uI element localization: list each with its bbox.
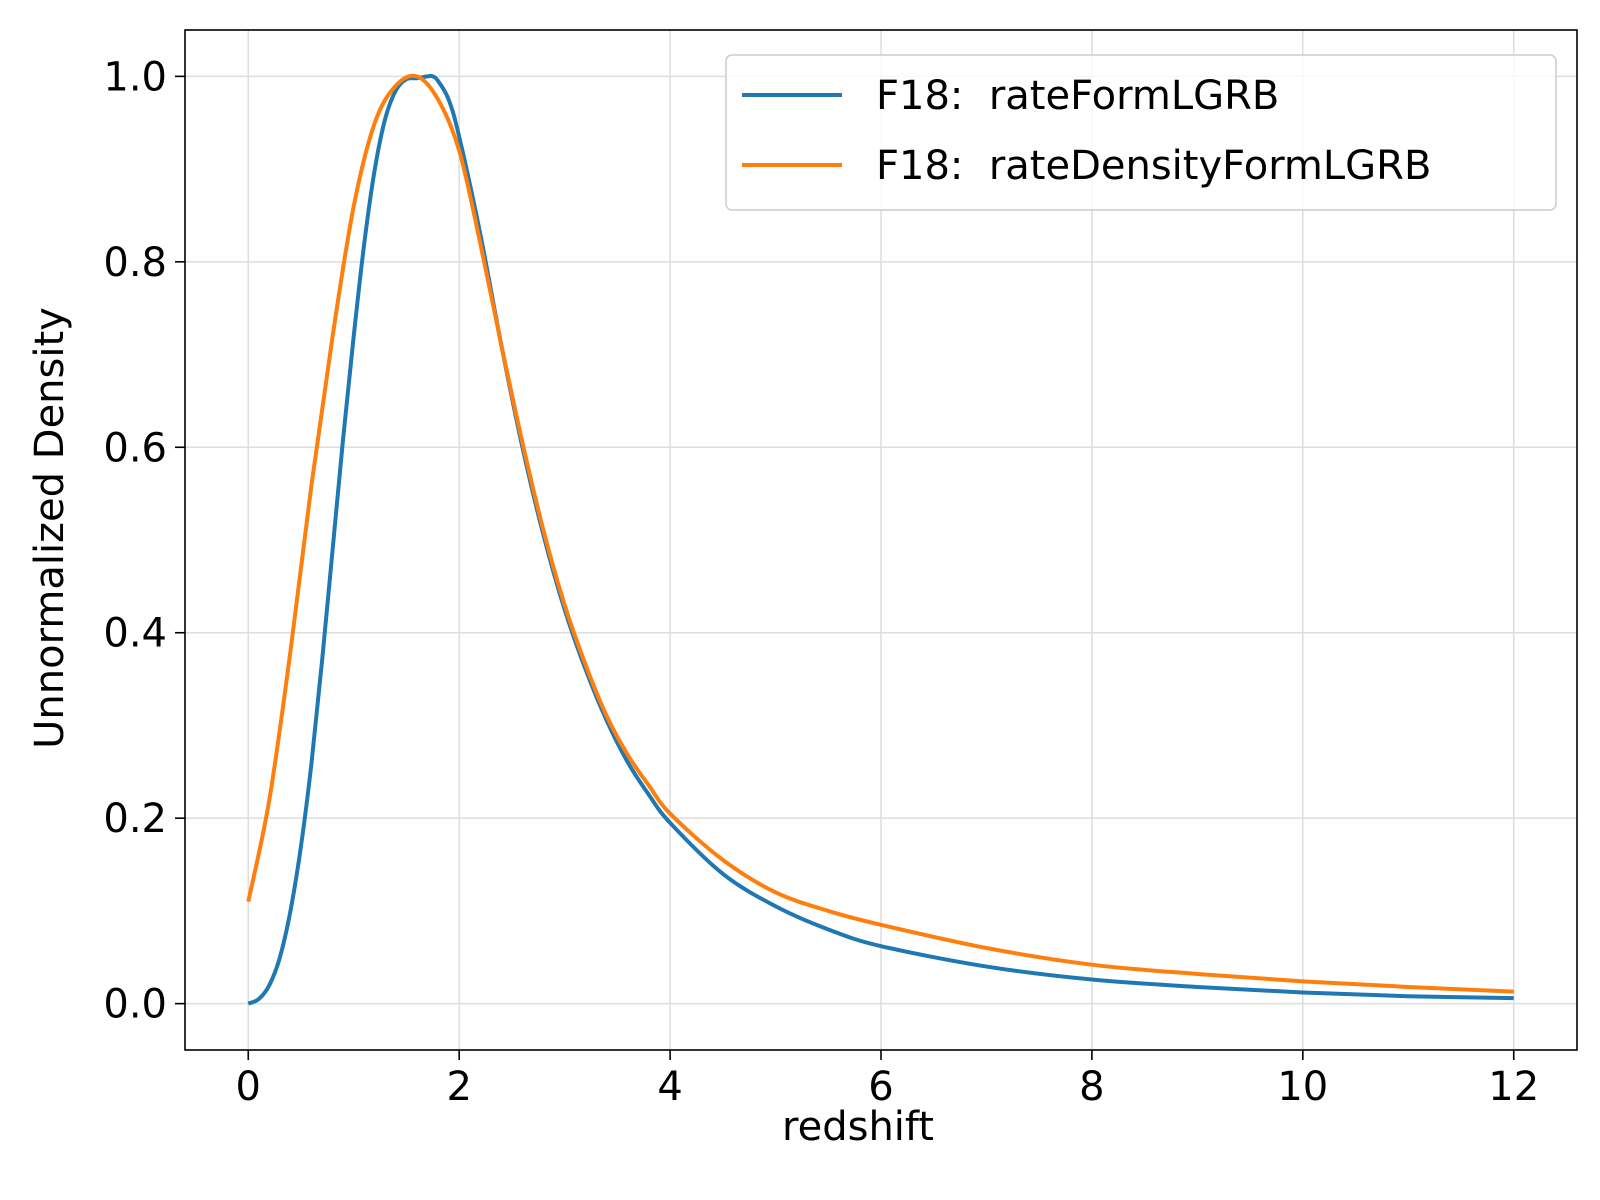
y-tick-label: 0.0 xyxy=(103,982,167,1028)
y-tick-label: 0.6 xyxy=(103,425,167,471)
series-line-F18-rateDensityFormLGRB xyxy=(246,73,1514,994)
legend-label-rateDensityFormLGRB: F18: rateDensityFormLGRB xyxy=(876,143,1431,189)
x-tick-label: 10 xyxy=(1277,1064,1328,1110)
x-tick-label: 4 xyxy=(657,1064,682,1110)
x-tick-label: 2 xyxy=(446,1064,471,1110)
y-tick-label: 0.4 xyxy=(103,611,167,657)
series-layer xyxy=(246,73,1514,1006)
x-tick-label: 12 xyxy=(1488,1064,1539,1110)
legend-box xyxy=(725,54,1557,211)
series-line-F18-rateFormLGRB xyxy=(247,73,1514,1006)
y-tick-label: 0.8 xyxy=(103,240,167,286)
x-axis-label: redshift xyxy=(782,1104,934,1150)
y-tick-label: 1.0 xyxy=(103,54,167,100)
ticks xyxy=(175,75,1515,1060)
tick-labels: 0 2 4 6 8 10 12 0.0 0.2 0.4 0.6 0.8 1.0 xyxy=(103,54,1539,1110)
y-tick-label: 0.2 xyxy=(103,796,167,842)
x-tick-label: 8 xyxy=(1079,1064,1104,1110)
legend: F18: rateFormLGRB F18: rateDensityFormLG… xyxy=(725,54,1557,211)
legend-label-rateFormLGRB: F18: rateFormLGRB xyxy=(876,73,1279,119)
x-tick-label: 0 xyxy=(236,1064,261,1110)
y-axis-label: Unnormalized Density xyxy=(27,307,73,749)
x-tick-label: 6 xyxy=(868,1064,893,1110)
